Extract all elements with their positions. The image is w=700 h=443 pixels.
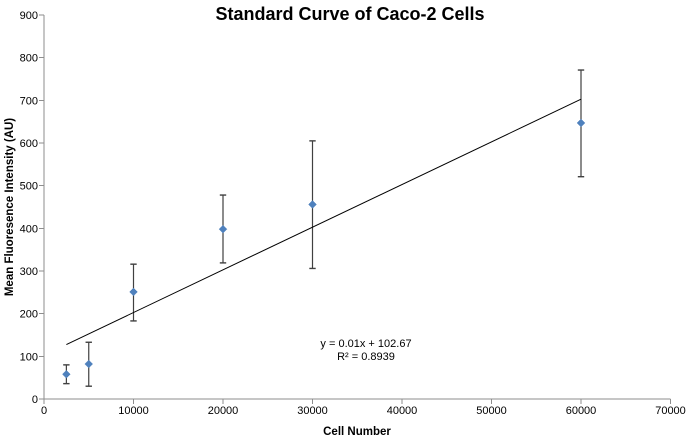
data-point-marker <box>129 287 138 297</box>
x-axis-title: Cell Number <box>323 426 391 438</box>
y-tick-label: 400 <box>20 223 38 235</box>
y-tick-label: 800 <box>20 53 38 65</box>
data-point-marker <box>308 200 317 209</box>
x-tick-label: 10000 <box>118 405 149 417</box>
data-point-marker <box>62 369 71 379</box>
data-point-marker <box>576 118 586 128</box>
trendline-equation: y = 0.01x + 102.67 R² = 0.8939 <box>320 338 411 364</box>
x-tick-label: 0 <box>41 405 47 417</box>
y-axis-title: Mean Fluoresence Intensity (AU) <box>4 117 16 297</box>
y-tick-label: 200 <box>20 309 38 321</box>
x-tick-label: 60000 <box>566 405 597 417</box>
y-tick-label: 100 <box>20 351 38 363</box>
x-tick-label: 40000 <box>387 405 418 417</box>
y-tick-label: 300 <box>20 266 38 278</box>
y-tick-label: 0 <box>32 394 38 406</box>
chart-title: Standard Curve of Caco-2 Cells <box>215 4 485 24</box>
x-tick-label: 50000 <box>476 405 507 417</box>
x-tick-label: 70000 <box>655 405 686 417</box>
x-tick-label: 20000 <box>208 405 239 417</box>
y-tick-label: 700 <box>20 95 38 107</box>
y-tick-label: 600 <box>20 138 38 150</box>
r-squared-line: R² = 0.8939 <box>337 351 395 363</box>
trendline <box>66 98 582 345</box>
data-point-marker <box>84 359 94 369</box>
y-tick-label: 500 <box>20 181 38 193</box>
data-point-marker <box>218 224 228 234</box>
equation-line: y = 0.01x + 102.67 <box>320 338 412 350</box>
x-tick-label: 30000 <box>297 405 328 417</box>
y-tick-label: 900 <box>20 10 38 22</box>
